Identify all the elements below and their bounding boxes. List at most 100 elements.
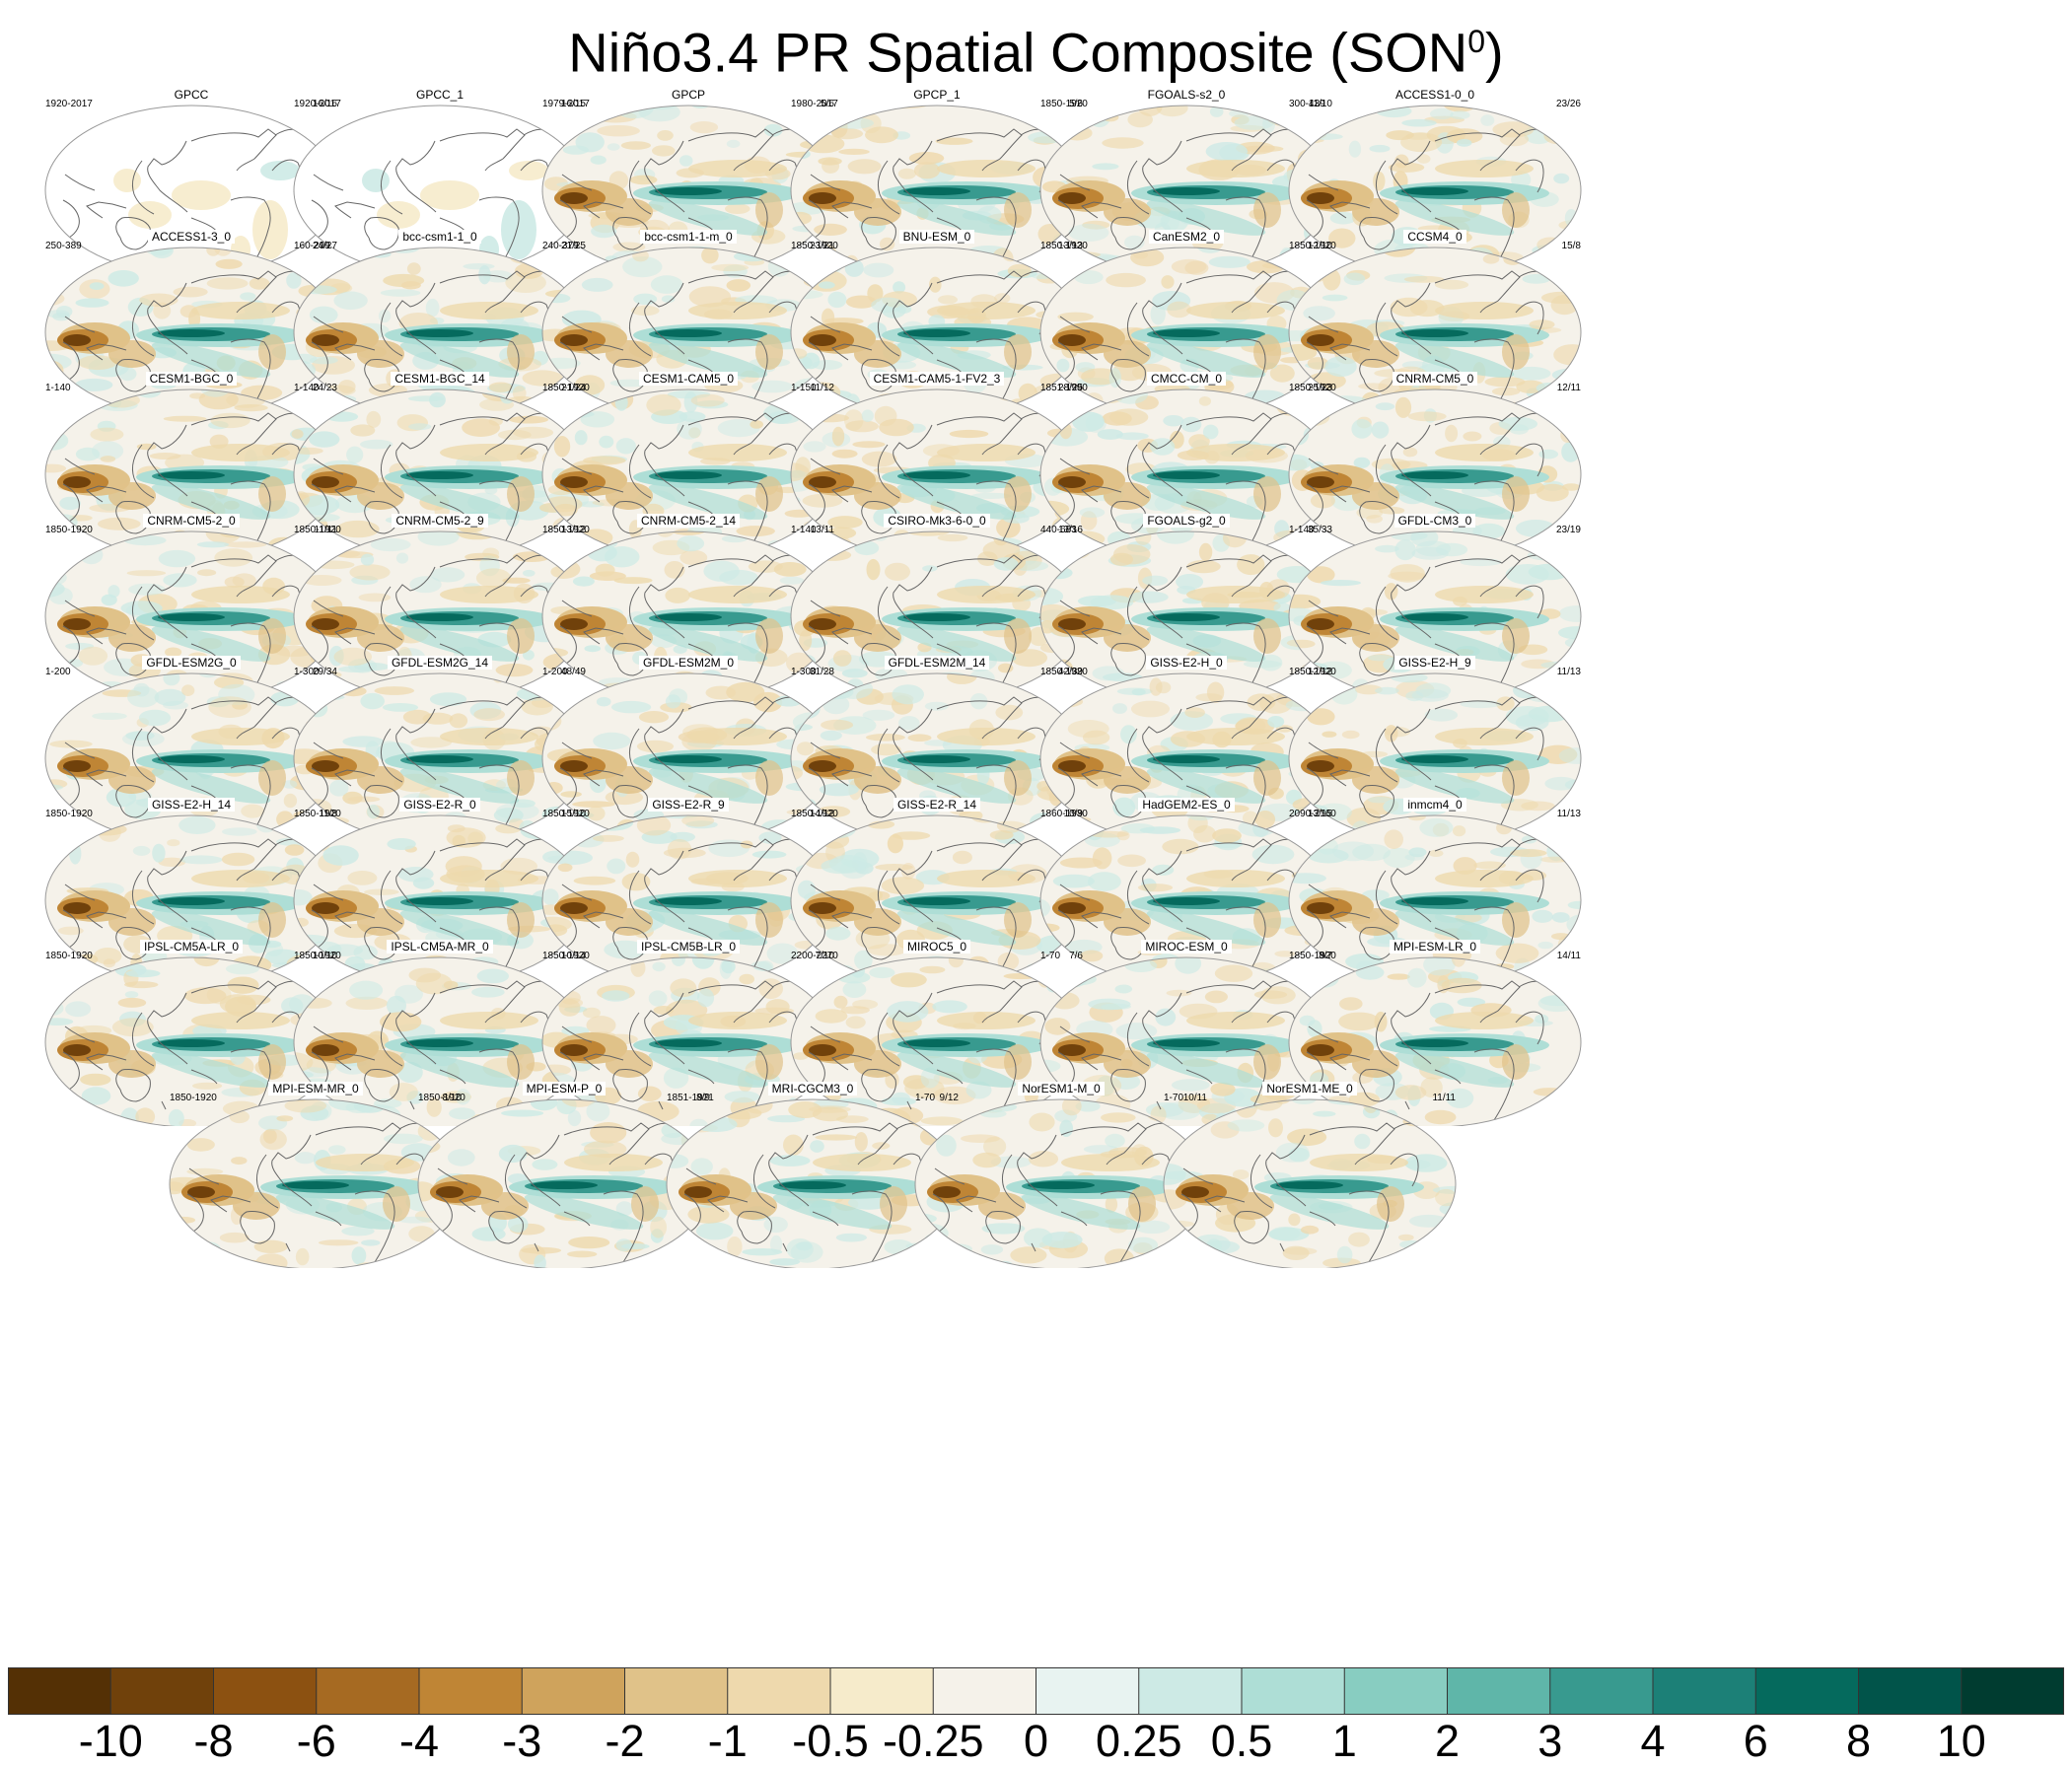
coastline [439, 554, 526, 598]
dry-patch [854, 908, 901, 936]
amazon-dry-patch [755, 618, 783, 654]
anomaly-patch [581, 277, 613, 292]
anomaly-patch [573, 876, 616, 885]
anomaly-patch [1288, 1147, 1310, 1163]
panel-event-count: 42/39 [1057, 667, 1083, 677]
panel-period: 2200-2270 [791, 951, 838, 961]
panel-period: 1850-1920 [542, 525, 590, 535]
anomaly-patch [597, 125, 640, 137]
anomaly-patch [447, 1149, 475, 1166]
anomaly-patch [833, 995, 848, 1009]
anomaly-patch [791, 698, 821, 720]
north-dry-band [813, 1154, 911, 1171]
anomaly-patch [48, 587, 73, 604]
amazon-dry-patch [507, 902, 535, 938]
anomaly-patch [831, 117, 875, 129]
coastline [893, 424, 934, 497]
map-panel: IPSL-CM5B-LR_0 1850-1920 7/10 [540, 939, 836, 1126]
coastline [1359, 359, 1394, 392]
anomaly-patch [1472, 523, 1505, 539]
coastline [658, 1100, 664, 1110]
colorbar-tick-label: -1 [707, 1716, 748, 1766]
equatorial-wet-max [531, 1181, 598, 1189]
anomaly-patch [810, 413, 849, 423]
anomaly-patch [572, 576, 595, 587]
anomaly-patch [1457, 997, 1486, 1007]
coastline [1348, 1190, 1390, 1266]
coastline [240, 1211, 275, 1244]
coastline [1126, 302, 1150, 357]
coastline [1329, 769, 1371, 787]
map-panel: NorESM1-ME_0 1-70 11/11 [1162, 1081, 1458, 1268]
anomaly-patch [589, 1099, 632, 1100]
anomaly-patch [604, 546, 640, 568]
anomaly-patch [221, 852, 255, 867]
anomaly-patch [1457, 139, 1472, 147]
anomaly-patch [607, 143, 620, 151]
coastline [727, 338, 768, 414]
colorbar-swatch [727, 1667, 831, 1715]
anomaly-patch [407, 395, 445, 402]
coastline [1306, 625, 1323, 665]
anomaly-patch [580, 411, 615, 428]
anomaly-patch [763, 123, 783, 137]
spcz-wet-band [399, 1052, 520, 1088]
anomaly-patch [360, 553, 375, 566]
coastline [380, 728, 403, 783]
amazon-dry-patch [755, 192, 783, 228]
coastline [334, 201, 376, 219]
anomaly-patch [158, 549, 196, 568]
anomaly-patch [1446, 1088, 1474, 1108]
north-dry-band [1186, 870, 1285, 887]
spcz-wet-band [1146, 200, 1266, 236]
coastline [313, 316, 344, 333]
anomaly-patch [418, 1252, 437, 1261]
anomaly-patch [190, 1241, 221, 1255]
anomaly-patch [977, 1101, 1018, 1112]
panel-period: 1850-1920 [1289, 951, 1336, 961]
anomaly-patch [406, 262, 421, 275]
panel-title: IPSL-CM5A-LR_0 [43, 940, 339, 954]
dry-patch [1104, 340, 1151, 368]
coastline [1057, 767, 1075, 807]
coastline [561, 458, 593, 475]
spcz-wet-band [772, 1194, 893, 1230]
anomaly-patch [522, 370, 563, 387]
anomaly-patch [324, 818, 348, 835]
maritime-dry-core [684, 1186, 712, 1198]
coastline [1308, 600, 1339, 617]
anomaly-patch [1198, 542, 1213, 561]
anomaly-patch [1057, 312, 1094, 321]
anomaly-patch [797, 880, 816, 899]
precip-anomaly-field [791, 389, 1083, 558]
coastline [1306, 909, 1323, 949]
anomaly-patch [408, 423, 432, 431]
map-panel: GISS-E2-H_9 1850-1920 11/13 [1287, 655, 1583, 842]
coastline [1059, 884, 1091, 901]
anomaly-patch [1186, 815, 1216, 821]
anomaly-patch [90, 427, 124, 442]
anomaly-patch [179, 855, 223, 865]
anomaly-patch [298, 997, 332, 1009]
colorbar-tick-label: 6 [1743, 1716, 1768, 1766]
coastline [364, 217, 399, 250]
spcz-wet-band [896, 200, 1017, 236]
equatorial-wet-max [903, 613, 970, 621]
anomaly-patch [252, 389, 275, 398]
coastline [313, 742, 344, 759]
anomaly-patch [1453, 825, 1466, 837]
coastline [315, 1122, 401, 1166]
coastline [831, 627, 873, 645]
panel-period: 1-140 [294, 383, 320, 393]
anomaly-patch [1338, 1012, 1381, 1031]
colorbar-swatch [1447, 1667, 1551, 1715]
amazon-dry-patch [1253, 476, 1281, 512]
coastline [380, 1012, 403, 1067]
anomaly-patch [620, 102, 643, 106]
anomaly-patch [1117, 854, 1146, 868]
robinson-map [914, 1098, 1208, 1268]
map-panel: CNRM-CM5-2_14 1850-1920 13/11 [540, 513, 836, 700]
anomaly-patch [620, 141, 651, 150]
equatorial-wet-max [1401, 613, 1468, 621]
coastline [1185, 270, 1272, 314]
